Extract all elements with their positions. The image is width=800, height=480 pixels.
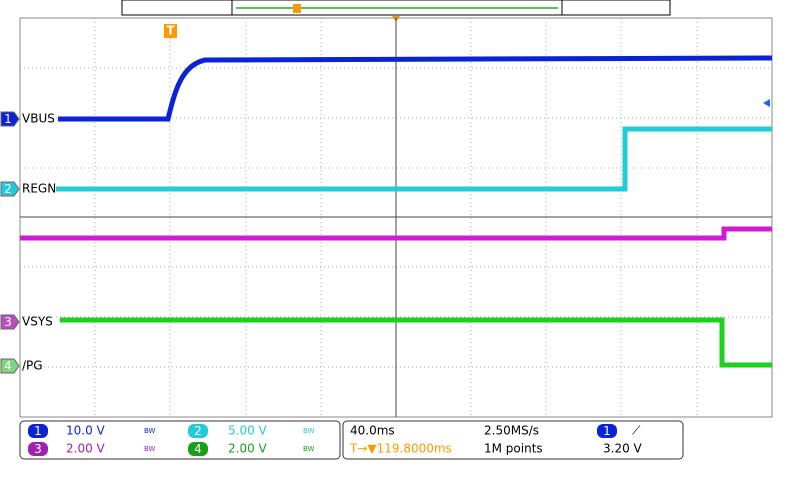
- ch4-badge-number: 4: [194, 442, 202, 456]
- ch1-label: VBUS: [22, 112, 55, 126]
- ch1-bw: BW: [144, 427, 156, 435]
- trigger-marker: T: [166, 24, 175, 38]
- ch1-marker: [0, 111, 20, 127]
- ch2-label: REGN: [22, 182, 56, 196]
- trigger-source-badge: [597, 424, 617, 438]
- ch2-scale: 5.00 V: [228, 424, 268, 438]
- ch2-badge-number: 2: [194, 424, 202, 438]
- trace-ch2: [56, 126, 772, 192]
- trace-ch4: [60, 317, 772, 368]
- ch4-marker: [0, 358, 20, 374]
- ch4-badge: [188, 442, 208, 456]
- ch2-bw: BW: [303, 427, 315, 435]
- ch3-badge-number: 3: [34, 442, 42, 456]
- ch4-marker-number: 4: [4, 359, 12, 373]
- sample-rate: 2.50MS/s: [484, 424, 539, 438]
- ch3-badge: [28, 442, 48, 456]
- record-length: 1M points: [484, 442, 543, 456]
- trigger-level: 3.20 V: [603, 442, 643, 456]
- trace-ch1: [58, 55, 773, 122]
- time-scale: 40.0ms: [350, 424, 395, 438]
- ch1-badge-number: 1: [34, 424, 42, 438]
- channel-status: [19, 420, 341, 460]
- trigger-slope: ⟋: [632, 424, 641, 438]
- ch1-scale: 10.0 V: [66, 424, 106, 438]
- ch2-marker: [0, 181, 20, 197]
- ch3-label: VSYS: [22, 315, 53, 329]
- ch4-scale: 2.00 V: [228, 442, 268, 456]
- ch2-badge: [188, 424, 208, 438]
- ch2-marker-number: 2: [4, 182, 12, 196]
- ch4-label: /PG: [22, 359, 43, 373]
- trigger-position: T→▼119.8000ms: [349, 442, 452, 456]
- trigger-marker-box: [164, 24, 177, 38]
- ch3-marker: [0, 314, 20, 330]
- ch3-bw: BW: [144, 445, 156, 453]
- ch3-scale: 2.00 V: [66, 442, 106, 456]
- ch3-marker-number: 3: [4, 315, 12, 329]
- ch1-marker-number: 1: [4, 112, 12, 126]
- trigger-source: 1: [603, 424, 611, 438]
- ch4-bw: BW: [303, 445, 315, 453]
- ch1-badge: [28, 424, 48, 438]
- record-trigger: [293, 4, 301, 13]
- trigger-level-arrow: [763, 99, 770, 107]
- trace-ch3: [20, 226, 772, 241]
